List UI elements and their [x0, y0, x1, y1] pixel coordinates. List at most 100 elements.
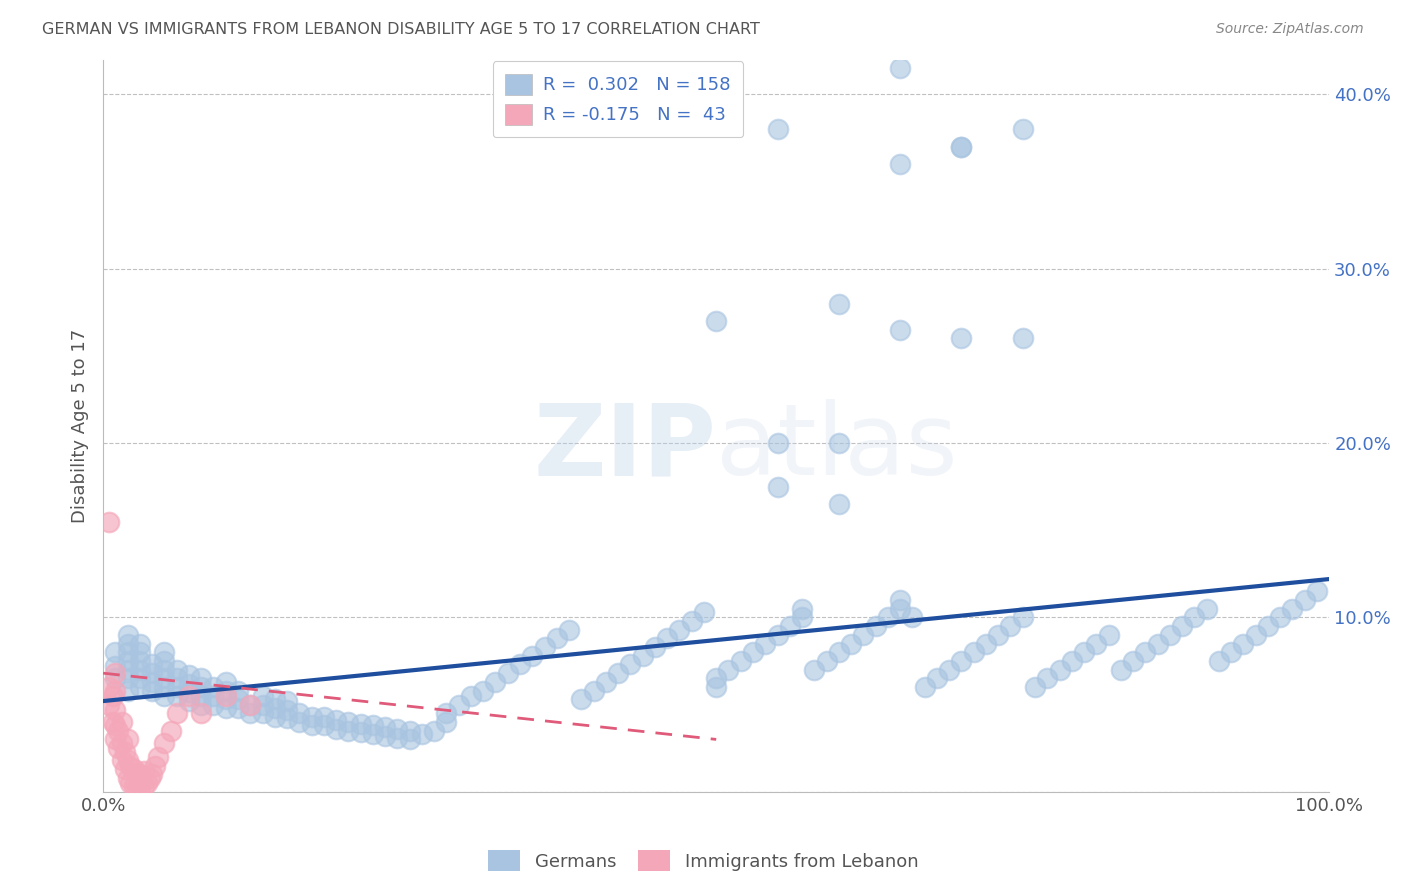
Point — [803, 663, 825, 677]
Point — [177, 676, 200, 690]
Point — [950, 331, 973, 345]
Point — [1135, 645, 1157, 659]
Point — [177, 689, 200, 703]
Point — [484, 674, 506, 689]
Point — [122, 780, 145, 794]
Point — [117, 732, 139, 747]
Point — [153, 663, 176, 677]
Point — [1208, 654, 1230, 668]
Point — [1122, 654, 1144, 668]
Point — [657, 632, 679, 646]
Point — [153, 672, 176, 686]
Point — [889, 593, 911, 607]
Point — [104, 732, 127, 747]
Point — [950, 654, 973, 668]
Point — [153, 645, 176, 659]
Point — [153, 736, 176, 750]
Point — [668, 623, 690, 637]
Point — [101, 714, 124, 729]
Point — [1097, 628, 1119, 642]
Point — [423, 723, 446, 738]
Point — [496, 666, 519, 681]
Point — [215, 701, 238, 715]
Point — [202, 689, 225, 703]
Point — [215, 689, 238, 703]
Point — [104, 718, 127, 732]
Point — [914, 680, 936, 694]
Point — [582, 683, 605, 698]
Point — [704, 314, 727, 328]
Point — [117, 672, 139, 686]
Point — [398, 732, 420, 747]
Point — [226, 701, 249, 715]
Point — [177, 685, 200, 699]
Point — [374, 720, 396, 734]
Point — [387, 722, 409, 736]
Point — [239, 698, 262, 712]
Point — [153, 680, 176, 694]
Point — [876, 610, 898, 624]
Point — [117, 663, 139, 677]
Point — [839, 636, 862, 650]
Point — [312, 718, 335, 732]
Point — [1011, 610, 1033, 624]
Point — [129, 781, 152, 796]
Point — [558, 623, 581, 637]
Point — [153, 654, 176, 668]
Point — [436, 706, 458, 721]
Point — [190, 672, 212, 686]
Point — [1109, 663, 1132, 677]
Point — [704, 672, 727, 686]
Point — [98, 698, 121, 712]
Point — [166, 689, 188, 703]
Point — [349, 725, 371, 739]
Point — [141, 674, 163, 689]
Point — [276, 703, 298, 717]
Point — [1281, 601, 1303, 615]
Point — [159, 723, 181, 738]
Point — [104, 645, 127, 659]
Point — [141, 657, 163, 672]
Point — [595, 674, 617, 689]
Point — [889, 323, 911, 337]
Point — [901, 610, 924, 624]
Point — [166, 706, 188, 721]
Point — [202, 680, 225, 694]
Point — [98, 515, 121, 529]
Point — [828, 497, 851, 511]
Point — [215, 692, 238, 706]
Point — [226, 692, 249, 706]
Point — [190, 698, 212, 712]
Point — [132, 764, 155, 778]
Point — [312, 710, 335, 724]
Point — [117, 683, 139, 698]
Point — [288, 706, 311, 721]
Point — [1306, 584, 1329, 599]
Point — [1171, 619, 1194, 633]
Point — [276, 711, 298, 725]
Point — [129, 654, 152, 668]
Point — [117, 753, 139, 767]
Point — [177, 694, 200, 708]
Point — [387, 731, 409, 745]
Point — [190, 706, 212, 721]
Point — [166, 663, 188, 677]
Point — [114, 745, 136, 759]
Point — [301, 718, 323, 732]
Point — [411, 727, 433, 741]
Point — [1182, 610, 1205, 624]
Point — [166, 672, 188, 686]
Text: atlas: atlas — [716, 399, 957, 496]
Point — [104, 659, 127, 673]
Point — [215, 674, 238, 689]
Point — [509, 657, 531, 672]
Point — [546, 632, 568, 646]
Point — [852, 628, 875, 642]
Point — [865, 619, 887, 633]
Point — [129, 767, 152, 781]
Point — [117, 654, 139, 668]
Point — [239, 706, 262, 721]
Point — [1011, 122, 1033, 136]
Point — [790, 601, 813, 615]
Point — [925, 672, 948, 686]
